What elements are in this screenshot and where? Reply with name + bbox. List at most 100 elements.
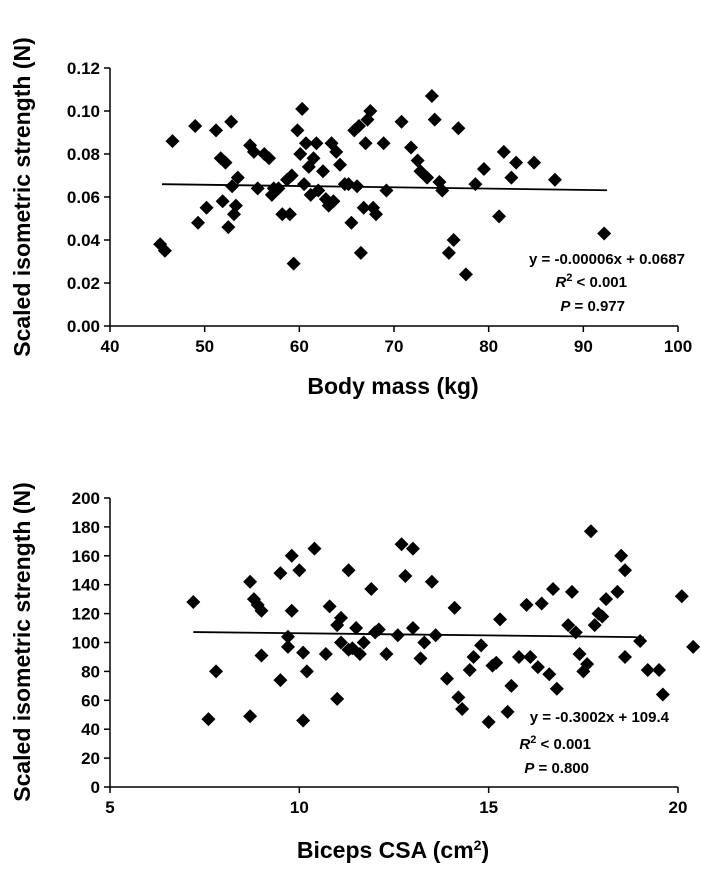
p-rest: = 0.800	[534, 760, 589, 777]
data-point	[280, 629, 295, 644]
x-tick-label: 10	[290, 798, 309, 817]
trendline	[193, 631, 644, 639]
y-tick-label: 0.02	[67, 274, 100, 293]
r-sup: 2	[566, 272, 572, 284]
data-point	[333, 610, 348, 625]
x-tick-label: 70	[385, 337, 404, 356]
data-point	[599, 592, 614, 607]
y-tick-label: 0.10	[67, 102, 100, 121]
data-point	[424, 574, 439, 589]
data-point	[527, 155, 542, 170]
data-point	[458, 267, 473, 282]
x-tick-label: 60	[290, 337, 309, 356]
data-point	[451, 121, 466, 136]
y-tick-label: 0.04	[67, 231, 101, 250]
data-point	[188, 119, 203, 134]
p-value: P = 0.800	[524, 760, 589, 777]
data-points	[186, 524, 701, 729]
x-tick-label: 15	[479, 798, 498, 817]
data-point	[352, 647, 367, 662]
data-point	[447, 600, 462, 615]
data-point	[250, 181, 265, 196]
data-point	[306, 151, 321, 166]
data-point	[284, 548, 299, 563]
data-point	[547, 172, 562, 187]
x-axis-title-end: )	[481, 837, 489, 863]
data-point	[572, 647, 587, 662]
data-point	[427, 112, 442, 127]
data-point	[330, 691, 345, 706]
data-point	[221, 220, 236, 235]
y-tick-label: 60	[81, 691, 100, 710]
y-axis-title: Scaled isometric strength (N)	[9, 482, 35, 802]
r-squared: R2 < 0.001	[555, 272, 627, 291]
x-axis-title-sup: 2	[474, 837, 482, 853]
p-label: P	[524, 760, 535, 777]
data-point	[297, 177, 312, 192]
data-point	[379, 647, 394, 662]
p-value: P = 0.977	[560, 298, 625, 315]
data-point	[286, 256, 301, 271]
data-point	[282, 207, 297, 222]
y-tick-label: 120	[72, 605, 100, 624]
y-tick-label: 160	[72, 547, 100, 566]
data-point	[293, 147, 308, 161]
data-point	[358, 136, 373, 151]
chart-biceps-csa: 0 20 40 60 80 100 120 140 160 180 200 5 10 15 20 Scal…	[9, 482, 701, 863]
data-point	[614, 548, 629, 563]
data-point	[542, 667, 557, 682]
data-point	[417, 635, 432, 650]
x-axis-title-main: Biceps CSA (cm	[297, 837, 474, 863]
data-point	[587, 618, 602, 633]
data-point	[296, 645, 311, 660]
data-point	[262, 151, 277, 166]
data-point	[356, 635, 371, 650]
data-point	[493, 612, 508, 627]
data-point	[353, 245, 368, 260]
data-point	[228, 198, 243, 213]
data-point	[296, 713, 311, 728]
data-point	[655, 687, 670, 702]
data-point	[564, 584, 579, 599]
data-point	[326, 194, 341, 209]
data-point	[519, 597, 534, 612]
data-point	[225, 179, 240, 194]
regression-equation: y = -0.3002x + 109.4	[530, 709, 670, 726]
data-point	[441, 245, 456, 260]
data-point	[404, 140, 419, 155]
y-tick-label: 200	[72, 489, 100, 508]
data-point	[363, 104, 378, 118]
data-point	[254, 648, 269, 663]
x-ticks: 5 10 15 20	[105, 787, 687, 817]
y-tick-label: 0.08	[67, 145, 100, 164]
data-point	[275, 207, 290, 222]
chart-body-mass: 0.00 0.02 0.04 0.06 0.08 0.10 0.12 40 50 60 70 80 9…	[9, 37, 692, 399]
trendline	[162, 183, 608, 192]
data-point	[674, 589, 689, 604]
data-point	[549, 681, 564, 696]
data-point	[371, 622, 386, 637]
data-point	[333, 157, 348, 172]
data-point	[504, 170, 519, 185]
r-value: < 0.001	[572, 274, 627, 291]
data-point	[394, 114, 409, 129]
r-squared: R2 < 0.001	[519, 734, 591, 753]
data-point	[440, 671, 455, 686]
data-point	[455, 701, 470, 716]
x-ticks: 40 50 60 70 80 90 100	[101, 326, 692, 356]
r-sup: 2	[530, 734, 536, 746]
data-point	[318, 647, 333, 662]
data-point	[595, 609, 610, 624]
regression-equation: y = -0.00006x + 0.0687	[529, 251, 685, 268]
data-point	[410, 153, 425, 168]
data-point	[561, 618, 576, 633]
y-tick-label: 0	[91, 778, 100, 797]
data-point	[309, 136, 324, 151]
data-point	[356, 200, 371, 215]
data-point	[186, 595, 201, 610]
data-point	[191, 215, 206, 230]
data-point	[295, 101, 310, 116]
data-point	[284, 603, 299, 618]
data-point	[344, 215, 359, 230]
y-tick-label: 180	[72, 518, 100, 537]
